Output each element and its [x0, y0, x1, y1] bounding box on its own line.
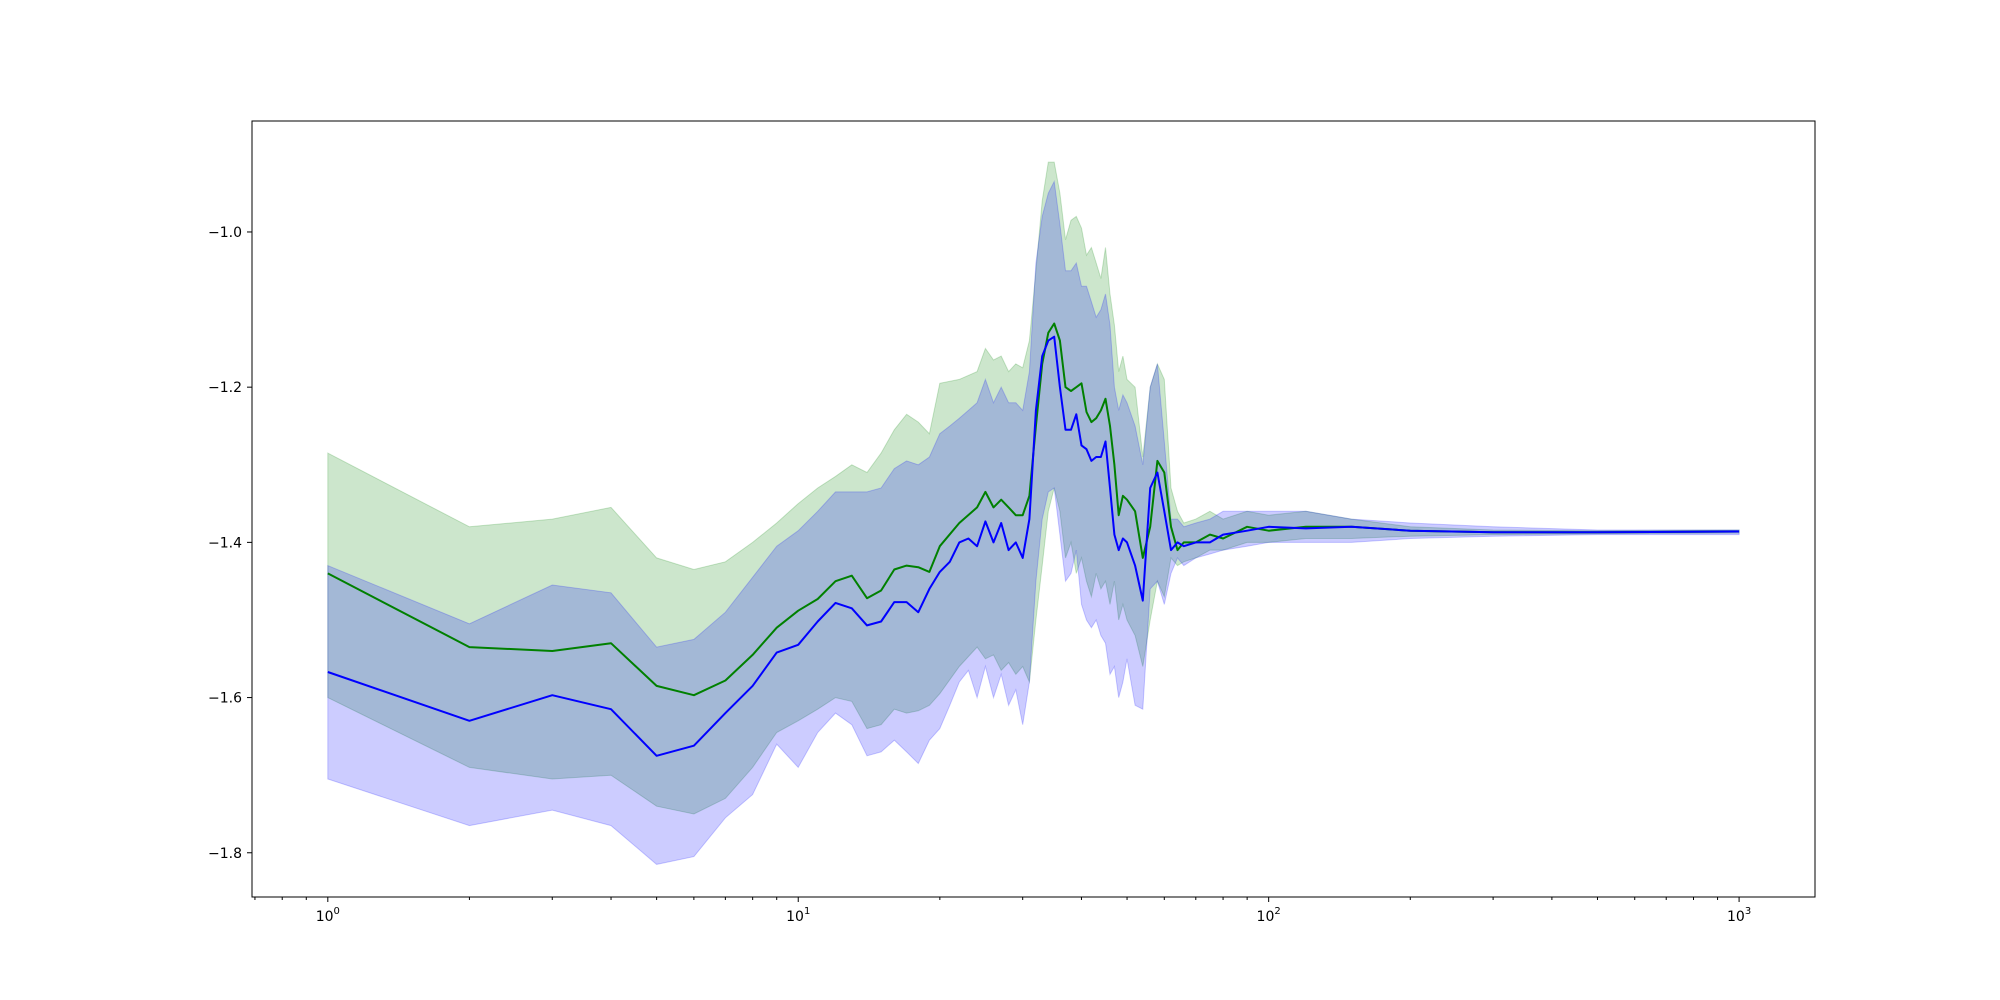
- series-0-band: [327, 161, 1740, 815]
- y-tick-label: −1.2: [208, 380, 242, 396]
- plot-frame: [251, 120, 1816, 898]
- series-1-line: [327, 335, 1740, 757]
- x-tick-label: 103: [1727, 906, 1751, 925]
- y-axis: −1.8 −1.6 −1.4 −1.2 −1.0: [208, 225, 252, 862]
- x-tick-label: 100: [316, 906, 340, 925]
- series-lines: [327, 322, 1740, 757]
- y-tick-label: −1.0: [208, 225, 242, 241]
- x-tick-label: 101: [786, 906, 810, 925]
- y-tick-label: −1.8: [208, 846, 242, 862]
- x-axis: 100 101 102 103: [254, 897, 1751, 925]
- y-tick-label: −1.6: [208, 691, 242, 707]
- y-tick-label: −1.4: [208, 535, 242, 551]
- x-tick-label: 102: [1257, 906, 1281, 925]
- confidence-bands: [327, 161, 1740, 865]
- series-0-line: [327, 322, 1740, 697]
- series-1-band: [327, 179, 1740, 865]
